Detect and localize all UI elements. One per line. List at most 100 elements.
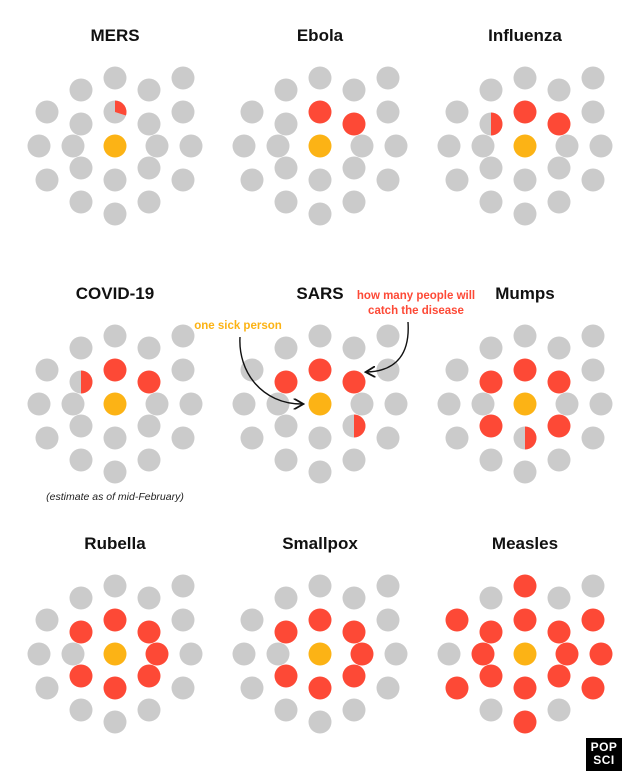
panel-mumps: Mumps (437, 284, 613, 484)
infected-dot (479, 414, 503, 438)
healthy-dot (471, 134, 495, 158)
healthy-dot (171, 676, 195, 700)
panel-influenza: Influenza (437, 26, 613, 226)
infected-dot (513, 710, 537, 734)
infected-dot (103, 358, 127, 382)
infected-dot (479, 620, 503, 644)
healthy-dot (471, 392, 495, 416)
healthy-dot (35, 100, 59, 124)
panel-rubella: Rubella (27, 534, 203, 734)
healthy-dot (547, 190, 571, 214)
panel-title: Influenza (488, 26, 562, 45)
healthy-dot (171, 324, 195, 348)
infected-dot (103, 608, 127, 632)
healthy-dot (274, 190, 298, 214)
healthy-dot (171, 574, 195, 598)
panel-covid-19: COVID-19 (estimate as of mid-February) (27, 284, 203, 503)
healthy-dot (69, 698, 93, 722)
healthy-dot (555, 392, 579, 416)
healthy-dot (103, 710, 127, 734)
panels: MERS Ebola Influenza COVID-19 (estimate as o… (27, 26, 613, 734)
healthy-dot (137, 336, 161, 360)
infected-dot (69, 664, 93, 688)
healthy-dot (171, 100, 195, 124)
healthy-dot (274, 336, 298, 360)
healthy-dot (137, 78, 161, 102)
healthy-dot (589, 392, 613, 416)
healthy-dot (308, 168, 332, 192)
sick-person-dot (103, 134, 127, 158)
healthy-dot (103, 324, 127, 348)
healthy-dot (513, 324, 537, 348)
healthy-dot (103, 202, 127, 226)
infected-dot (342, 112, 366, 136)
infected-dot (274, 370, 298, 394)
healthy-dot (240, 676, 264, 700)
sick-person-dot (103, 392, 127, 416)
healthy-dot (137, 698, 161, 722)
healthy-dot (376, 168, 400, 192)
healthy-dot (479, 156, 503, 180)
panel-title: Ebola (297, 26, 344, 45)
healthy-dot (342, 190, 366, 214)
sick-person-dot (513, 134, 537, 158)
healthy-dot (308, 460, 332, 484)
healthy-dot (342, 156, 366, 180)
healthy-dot (69, 112, 93, 136)
logo-line-2: SCI (593, 753, 615, 767)
healthy-dot (61, 134, 85, 158)
healthy-dot (171, 358, 195, 382)
healthy-dot (137, 112, 161, 136)
healthy-dot (69, 156, 93, 180)
healthy-dot (479, 448, 503, 472)
healthy-dot (445, 426, 469, 450)
healthy-dot (547, 448, 571, 472)
sick-person-dot (308, 642, 332, 666)
infected-dot (479, 664, 503, 688)
sick-person-dot (513, 642, 537, 666)
healthy-dot (513, 202, 537, 226)
healthy-dot (35, 168, 59, 192)
infected-dot (513, 574, 537, 598)
healthy-dot (103, 460, 127, 484)
healthy-dot (69, 190, 93, 214)
healthy-dot (27, 134, 51, 158)
healthy-dot (69, 586, 93, 610)
sick-person-dot (308, 134, 332, 158)
healthy-dot (589, 134, 613, 158)
healthy-dot (376, 608, 400, 632)
healthy-dot (232, 642, 256, 666)
healthy-dot (179, 134, 203, 158)
healthy-dot (555, 134, 579, 158)
infected-dot (547, 414, 571, 438)
healthy-dot (547, 586, 571, 610)
annotation-catch-line-2: catch the disease (368, 305, 464, 317)
panel-ebola: Ebola (232, 26, 408, 226)
sick-person-dot (513, 392, 537, 416)
healthy-dot (103, 66, 127, 90)
infected-dot (445, 608, 469, 632)
healthy-dot (27, 392, 51, 416)
healthy-dot (581, 358, 605, 382)
healthy-dot (61, 642, 85, 666)
infected-dot (103, 676, 127, 700)
healthy-dot (69, 336, 93, 360)
healthy-dot (145, 134, 169, 158)
healthy-dot (376, 676, 400, 700)
healthy-dot (266, 392, 290, 416)
infected-dot (274, 664, 298, 688)
healthy-dot (240, 168, 264, 192)
panel-measles: Measles (437, 534, 613, 734)
infected-dot (445, 676, 469, 700)
healthy-dot (308, 574, 332, 598)
healthy-dot (513, 66, 537, 90)
panel-title: SARS (296, 284, 343, 303)
healthy-dot (35, 426, 59, 450)
infected-dot (555, 642, 579, 666)
healthy-dot (35, 608, 59, 632)
healthy-dot (308, 324, 332, 348)
panel-title: Measles (492, 534, 558, 553)
panel-sars: SARS (232, 284, 408, 484)
healthy-dot (308, 710, 332, 734)
infected-dot (137, 620, 161, 644)
